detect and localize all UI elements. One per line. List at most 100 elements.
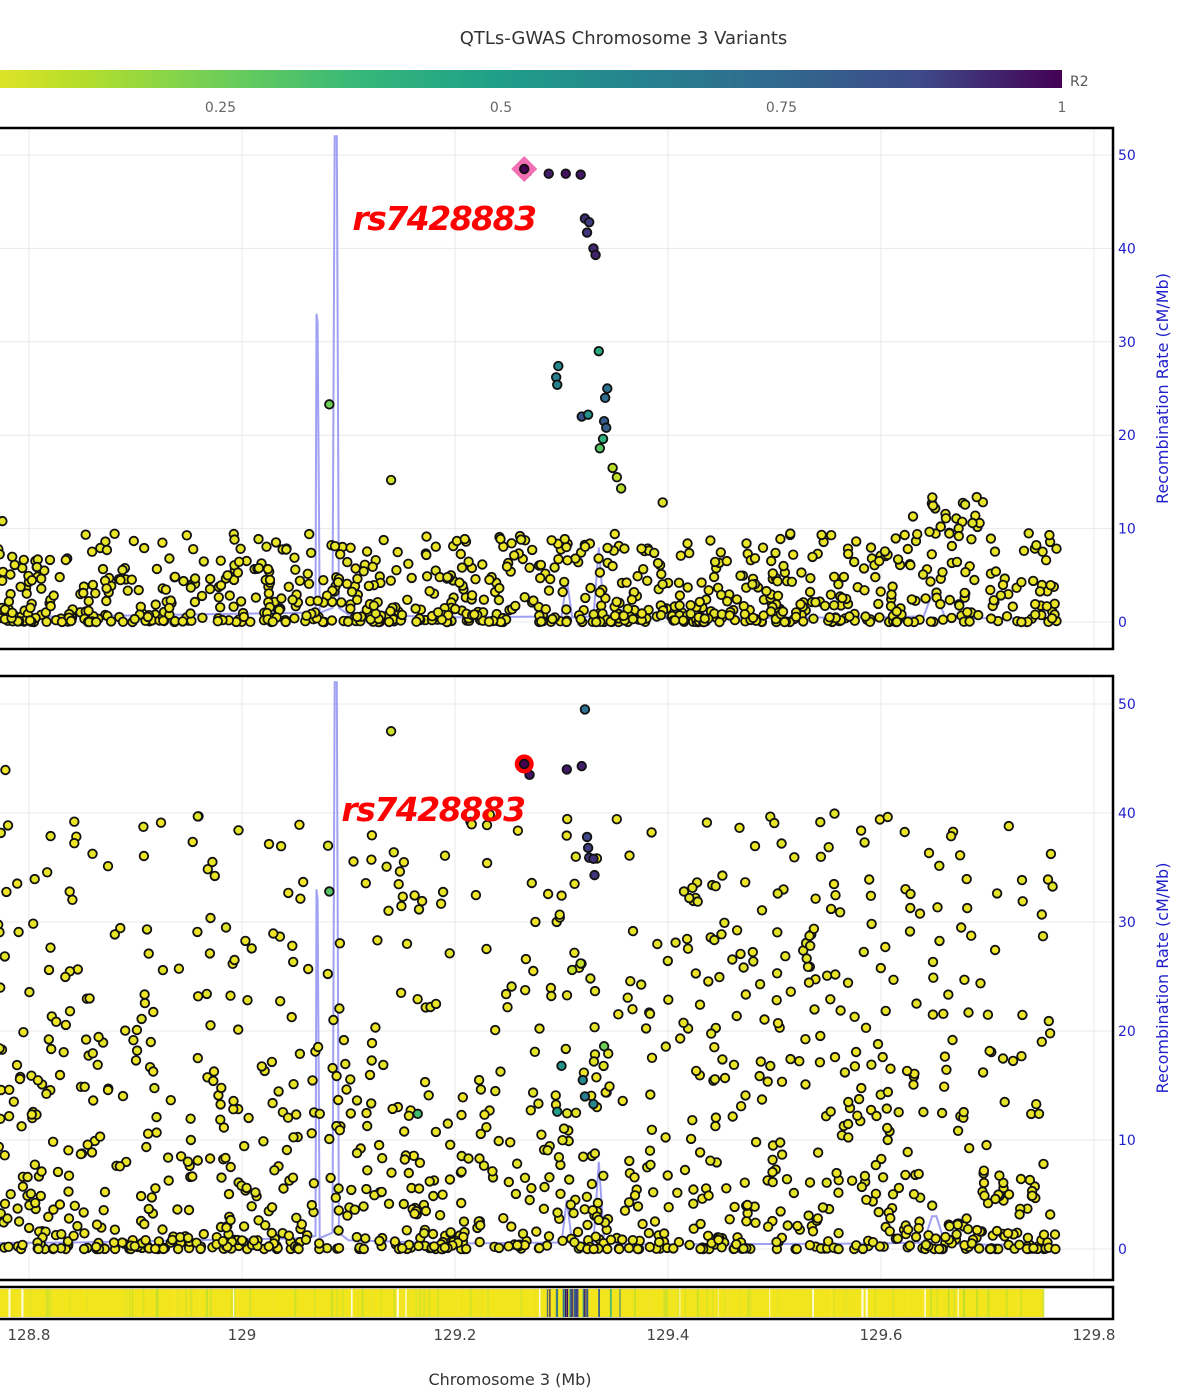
variant-point (138, 542, 150, 554)
variant-point (45, 600, 56, 612)
variant-point (853, 1093, 865, 1105)
variant-point (937, 614, 949, 625)
variant-point (60, 1019, 72, 1031)
variant-point (273, 1086, 284, 1097)
variant-point (361, 1107, 372, 1119)
variant-point (12, 878, 23, 889)
variant-point (115, 922, 126, 934)
variant-point (475, 1128, 487, 1140)
variant-point (975, 978, 986, 989)
variant-point (44, 554, 56, 566)
variant-point (765, 1060, 776, 1072)
variant-point (823, 1236, 834, 1247)
gene-track-stripe (185, 1289, 187, 1317)
variant-point (963, 1007, 974, 1018)
panel-top: rs7428883 0 10 20 30 40 50 Recombination Rate (… (0, 126, 1172, 651)
variant-point (341, 1084, 352, 1095)
variant-point (102, 1084, 114, 1096)
variant-point (215, 555, 227, 566)
variant-point (619, 1205, 631, 1216)
variant-point (288, 1078, 299, 1090)
variant-point (861, 1194, 872, 1206)
variant-point (376, 1186, 387, 1198)
variant-point (682, 582, 693, 593)
variant-point (654, 1236, 665, 1248)
variant-point (560, 168, 571, 179)
variant-point (682, 538, 693, 549)
variant-point (977, 1067, 989, 1078)
variant-point (999, 1096, 1010, 1108)
variant-point (80, 529, 91, 540)
variant-point (713, 1234, 724, 1246)
variant-point (303, 578, 315, 590)
variant-point (192, 811, 204, 822)
variant-point (90, 616, 102, 628)
variant-point (594, 587, 606, 598)
variant-point (358, 566, 369, 577)
gene-track-stripe (843, 1289, 845, 1317)
variant-point (557, 1235, 568, 1247)
variant-point (6, 607, 18, 619)
variant-point (536, 616, 547, 627)
variant-point (269, 1165, 280, 1176)
gene-track-stripe (670, 1289, 672, 1317)
variant-point (165, 1094, 177, 1106)
variant-point (109, 929, 121, 940)
variant-point (58, 1046, 69, 1058)
gene-track-stripe (230, 1289, 233, 1317)
variant-point (366, 1098, 377, 1109)
variant-point (358, 1201, 369, 1212)
variant-point (63, 1170, 75, 1181)
variant-point (493, 1135, 504, 1147)
variant-point (560, 1043, 572, 1055)
variant-point (613, 1009, 624, 1020)
variant-point (934, 860, 945, 872)
gene-track-stripe (486, 1289, 488, 1317)
variant-point (192, 926, 203, 938)
y2-axis-label: Recombination Rate (cM/Mb) (1153, 863, 1172, 1094)
variant-point (1017, 896, 1028, 907)
variant-point (126, 574, 138, 585)
variant-point (952, 1219, 963, 1230)
variant-cloud (0, 764, 1061, 1255)
variant-point (32, 1075, 44, 1086)
variant-point (459, 533, 471, 545)
variant-point (189, 596, 201, 608)
variant-point (345, 603, 356, 614)
variant-point (458, 1216, 470, 1227)
variant-point (403, 1110, 415, 1122)
variant-point (754, 1070, 765, 1082)
variant-point (481, 1121, 492, 1133)
variant-point (266, 1202, 278, 1213)
variant-point (246, 1201, 257, 1212)
y2-tick-label: 0 (1118, 615, 1127, 631)
variant-point (333, 1225, 344, 1236)
variant-point (882, 811, 893, 823)
variant-point (724, 610, 735, 621)
variant-point (502, 1002, 513, 1013)
variant-point (381, 861, 392, 872)
variant-point (705, 1155, 716, 1166)
variant-point (232, 567, 244, 578)
variant-point (891, 606, 902, 617)
variant-point (770, 547, 781, 559)
variant-point (535, 559, 547, 571)
variant-point (25, 1188, 37, 1199)
variant-point (990, 1193, 1001, 1205)
gene-track-stripe (11, 1289, 13, 1317)
variant-point (834, 907, 846, 918)
variant-point (766, 555, 777, 567)
variant-point (554, 909, 565, 920)
variant-point (333, 577, 344, 588)
variant-point (461, 1243, 472, 1255)
variant-point (33, 1243, 44, 1255)
variant-point (470, 574, 481, 585)
variant-point (314, 1238, 325, 1249)
variant-point (189, 573, 201, 584)
variant-point (149, 1082, 160, 1094)
variant-point (336, 597, 347, 608)
variant-point (409, 890, 420, 901)
variant-point (397, 1243, 408, 1254)
variant-point (629, 1190, 641, 1201)
variant-point (954, 600, 965, 611)
